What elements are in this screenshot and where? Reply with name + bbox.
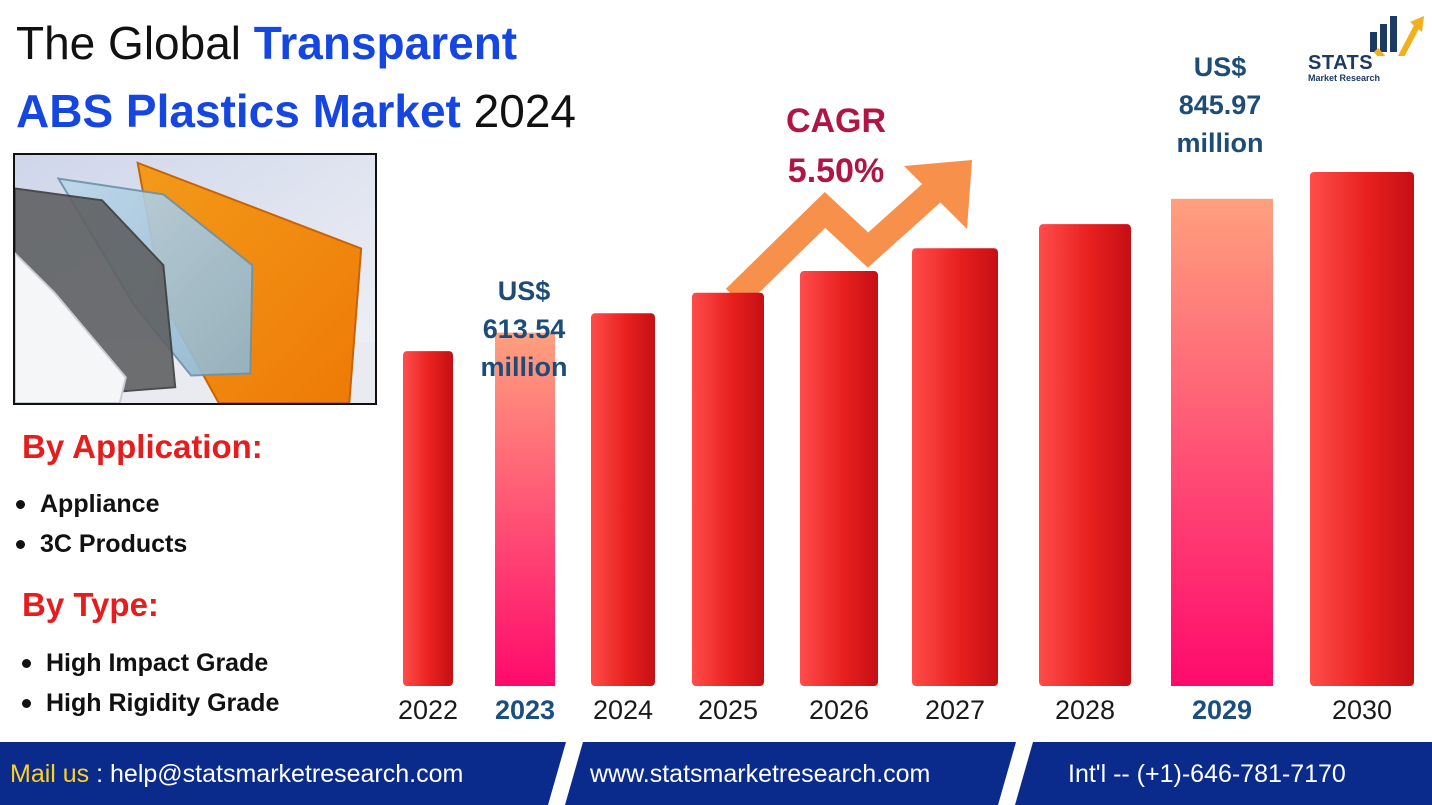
logo-tagline: Market Research <box>1308 73 1381 83</box>
page-title-line-1: The Global Transparent <box>16 20 517 66</box>
mail-separator: : <box>89 760 111 788</box>
plastic-sheets-image <box>15 155 375 403</box>
type-list: High Impact Grade High Rigidity Grade <box>20 643 279 723</box>
end-value-callout: US$ 845.97 million <box>1150 48 1290 162</box>
list-item: Appliance <box>14 484 187 524</box>
end-unit: million <box>1176 128 1264 158</box>
bar-2027 <box>912 248 998 686</box>
footer-bands <box>0 742 1432 805</box>
bar-2022 <box>403 351 453 686</box>
bar-2023 <box>495 332 555 686</box>
bar-2028 <box>1039 224 1131 686</box>
x-tick-label-2024: 2024 <box>593 695 653 725</box>
stats-logo: STATS Market Research <box>1306 12 1426 84</box>
mail-label: Mail us <box>10 760 90 788</box>
bar-2026 <box>800 271 878 686</box>
x-tick-label-2023: 2023 <box>495 695 555 725</box>
start-value: 613.54 <box>482 314 566 344</box>
end-currency: US$ <box>1193 52 1247 82</box>
x-tick-label-2029: 2029 <box>1192 695 1252 725</box>
x-tick-label-2027: 2027 <box>925 695 985 725</box>
logo-name: STATS <box>1308 52 1374 74</box>
growth-arrow-head-icon <box>904 160 972 229</box>
x-tick-label-2026: 2026 <box>809 695 869 725</box>
list-item: High Rigidity Grade <box>20 683 279 723</box>
title-highlight-1: Transparent <box>253 17 518 69</box>
growth-arrow-icon <box>725 162 964 308</box>
bar-2030 <box>1310 172 1414 686</box>
website-link[interactable]: www.statsmarketresearch.com <box>590 760 931 788</box>
title-plain-2: 2024 <box>460 85 576 137</box>
type-heading: By Type: <box>22 586 159 623</box>
x-tick-label-2025: 2025 <box>698 695 758 725</box>
phone-number[interactable]: Int'l -- (+1)-646-781-7170 <box>1068 760 1346 788</box>
email-link[interactable]: help@statsmarketresearch.com <box>110 760 464 788</box>
page-title-line-2: ABS Plastics Market 2024 <box>16 88 576 134</box>
list-item: High Impact Grade <box>20 643 279 683</box>
list-item: 3C Products <box>14 524 187 564</box>
application-list: Appliance 3C Products <box>14 484 187 564</box>
footer-contact-bar: Mail us : help@statsmarketresearch.com w… <box>0 742 1432 805</box>
cagr-value: 5.50% <box>787 152 885 190</box>
bar-chart-svg: 2022 2023 2024 2025 2026 2027 2028 2029 2030 <box>398 160 1414 725</box>
start-currency: US$ <box>497 276 551 306</box>
end-value: 845.97 <box>1178 90 1262 120</box>
bar-2029 <box>1171 198 1273 686</box>
bar-2024 <box>591 313 655 686</box>
footer-email: Mail us : help@statsmarketresearch.com <box>10 760 463 789</box>
cagr-label: CAGR <box>785 102 887 140</box>
x-tick-label-2030: 2030 <box>1332 695 1392 725</box>
title-plain-1: The Global <box>16 17 254 69</box>
cagr-callout: CAGR 5.50% <box>766 96 906 196</box>
market-size-chart: 2022 2023 2024 2025 2026 2027 2028 2029 2030 US$… <box>380 0 1432 740</box>
product-photo <box>13 153 377 405</box>
x-tick-label-2022: 2022 <box>398 695 458 725</box>
start-value-callout: US$ 613.54 million <box>470 272 578 386</box>
bar-growth-logo-icon <box>1370 16 1424 56</box>
start-unit: million <box>480 352 568 382</box>
title-highlight-2: ABS Plastics Market <box>16 85 461 137</box>
x-tick-label-2028: 2028 <box>1055 695 1115 725</box>
application-heading: By Application: <box>22 428 263 465</box>
bar-2025 <box>692 292 764 686</box>
